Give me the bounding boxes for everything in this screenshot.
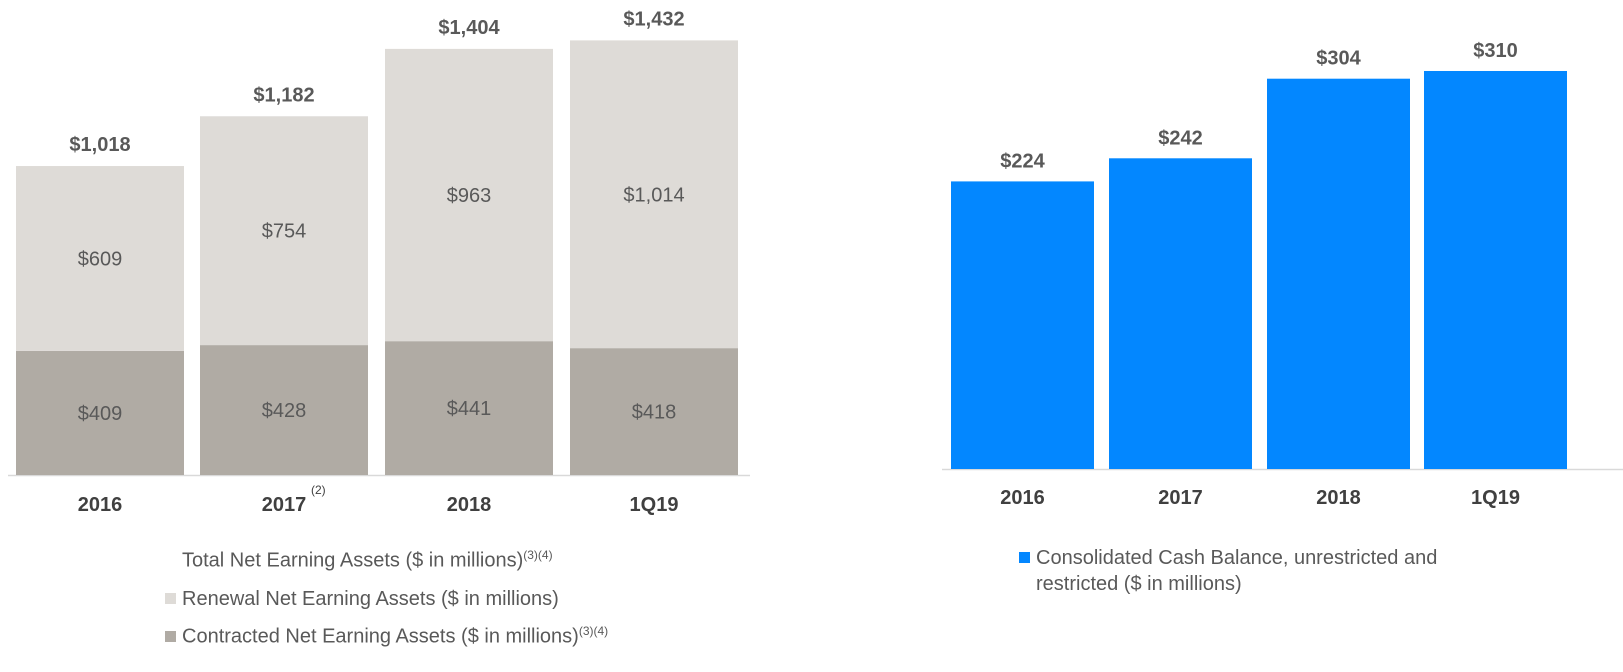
bar-contracted-2018: [385, 341, 553, 475]
renewal-swatch: [165, 593, 176, 604]
bar-contracted-1Q19: [570, 348, 738, 475]
right-tick-2017: 2017: [1158, 487, 1203, 509]
legend-item-cash: Consolidated Cash Balance, unrestricted …: [1019, 545, 1437, 597]
legend-label-cash-line1: Consolidated Cash Balance, unrestricted …: [1036, 547, 1438, 569]
cash-swatch: [1019, 552, 1030, 563]
legend-label-cash-line2: restricted ($ in millions): [1036, 573, 1242, 595]
label-total-1Q19: $1,432: [623, 8, 684, 30]
label-contracted-1Q19: $418: [632, 402, 677, 424]
bar-cash-2016: [951, 181, 1094, 469]
left-tick-2017: 2017: [262, 494, 307, 516]
left-tick-2016: 2016: [78, 494, 123, 516]
label-contracted-2016: $409: [78, 403, 123, 425]
left-tick-2018: 2018: [447, 494, 492, 516]
label-total-2018: $1,404: [438, 17, 500, 39]
label-cash-1Q19: $310: [1473, 40, 1518, 62]
bar-cash-1Q19: [1424, 70, 1567, 469]
label-renewal-2018: $963: [447, 185, 492, 207]
legend-item-contracted: Contracted Net Earning Assets ($ in mill…: [165, 624, 608, 649]
label-total-2017: $1,182: [253, 84, 314, 106]
legend-contracted-footnote: (3)(4): [578, 624, 609, 638]
bar-contracted-2017: [200, 345, 368, 475]
left-tick-1Q19: 1Q19: [630, 494, 679, 516]
contracted-swatch: [165, 630, 176, 642]
legend-item-renewal: Renewal Net Earning Assets ($ in million…: [165, 588, 559, 611]
right-tick-1Q19: 1Q19: [1471, 487, 1520, 509]
bar-renewal-1Q19: [570, 40, 738, 349]
bar-cash-2017: [1109, 158, 1252, 469]
label-renewal-2017: $754: [262, 221, 307, 243]
bar-renewal-2017: [200, 116, 368, 346]
bar-renewal-2016: [16, 166, 184, 351]
right-tick-2018: 2018: [1316, 487, 1361, 509]
label-contracted-2018: $441: [447, 398, 492, 420]
label-cash-2018: $304: [1316, 48, 1361, 70]
bar-contracted-2016: [16, 350, 184, 475]
left-legend-title-footnote: (3)(4): [523, 548, 553, 562]
bar-cash-2018: [1267, 78, 1410, 469]
label-renewal-1Q19: $1,014: [623, 184, 684, 206]
label-contracted-2017: $428: [262, 400, 307, 422]
legend-label-renewal: Renewal Net Earning Assets ($ in million…: [182, 588, 559, 610]
label-cash-2017: $242: [1158, 127, 1203, 149]
label-total-2016: $1,018: [69, 134, 130, 156]
left-tick-footnote-2017: (2): [311, 483, 326, 497]
left-legend-title-text: Total Net Earning Assets ($ in millions): [182, 549, 524, 572]
left-legend-title: Total Net Earning Assets ($ in millions)…: [182, 548, 553, 573]
label-renewal-2016: $609: [78, 248, 123, 270]
bar-renewal-2018: [385, 48, 553, 342]
right-tick-2016: 2016: [1000, 487, 1045, 509]
label-cash-2016: $224: [1000, 150, 1045, 172]
legend-label-contracted: Contracted Net Earning Assets ($ in mill…: [182, 625, 579, 648]
